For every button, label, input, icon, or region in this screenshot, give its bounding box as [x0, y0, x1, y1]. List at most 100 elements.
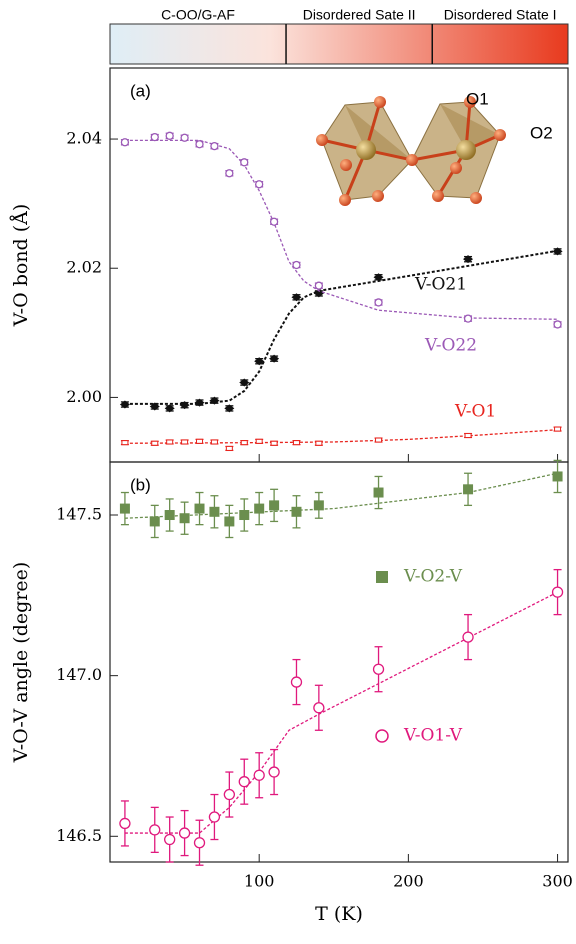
data-point: [313, 500, 324, 511]
inset-structure: O1 O2: [316, 89, 553, 206]
panel-label: (b): [130, 475, 151, 494]
data-point: [552, 471, 563, 482]
legend-label: V-O1-V: [403, 726, 463, 746]
plot-frame: [109, 461, 569, 863]
data-point: [268, 766, 280, 778]
data-point: [210, 142, 219, 151]
data-point: [315, 440, 323, 446]
data-point: [254, 503, 265, 514]
data-point: [150, 132, 159, 142]
data-point: [463, 484, 474, 495]
data-point: [291, 293, 302, 302]
data-point: [164, 404, 175, 413]
data-point: [551, 586, 564, 598]
fit-line: [124, 591, 558, 834]
data-point: [254, 357, 265, 366]
legend-marker: [376, 571, 388, 583]
data-point: [313, 702, 325, 714]
data-point: [313, 289, 324, 298]
data-point: [195, 140, 204, 149]
data-point: [314, 281, 324, 290]
octahedron-face: [440, 104, 500, 150]
data-point: [462, 631, 474, 643]
data-point: [238, 776, 250, 788]
fit-line: [124, 429, 558, 444]
data-point: [373, 487, 384, 498]
data-point: [269, 217, 279, 226]
data-point: [193, 837, 206, 849]
data-point: [149, 402, 160, 411]
data-point: [239, 510, 250, 521]
data-point: [151, 440, 159, 446]
data-point: [253, 769, 265, 781]
data-point: [180, 133, 189, 142]
data-point: [552, 247, 563, 256]
legend-label: V-O21: [414, 275, 467, 295]
data-point: [149, 824, 161, 836]
data-point: [224, 516, 235, 527]
data-point: [240, 440, 248, 446]
data-point: [164, 833, 176, 846]
data-point: [209, 506, 220, 517]
y-axis-label: V-O-V angle (degree): [10, 562, 32, 764]
data-point: [120, 138, 130, 147]
legend-label: V-O22: [424, 336, 477, 356]
data-point: [121, 440, 129, 446]
data-point: [255, 180, 264, 189]
data-point: [553, 320, 562, 329]
x-axis-label: T (K): [315, 903, 363, 925]
data-point: [165, 131, 174, 140]
data-point: [179, 401, 190, 410]
inset-label: O2: [530, 123, 553, 142]
data-point: [464, 433, 472, 439]
y-tick-label: 2.02: [66, 258, 102, 277]
data-point: [269, 354, 280, 363]
phase-bar: [109, 23, 569, 65]
legend-label: V-O1: [454, 402, 496, 422]
data-point: [166, 439, 174, 445]
fit-line: [124, 139, 558, 320]
y-tick-label: 147.0: [56, 665, 102, 684]
data-point: [119, 400, 130, 409]
data-point: [373, 273, 384, 282]
data-point: [223, 788, 235, 801]
data-point: [292, 260, 301, 270]
phase-label: C-OO/G-AF: [161, 7, 235, 23]
legend-label: V-O2-V: [403, 567, 463, 587]
data-point: [270, 440, 278, 446]
inset-label: O1: [466, 89, 489, 108]
data-point: [224, 404, 235, 413]
data-point: [375, 437, 383, 443]
data-point: [164, 510, 175, 521]
y-tick-label: 2.00: [66, 387, 102, 406]
data-point: [225, 445, 233, 451]
data-point: [239, 378, 250, 387]
x-tick-label: 300: [542, 872, 573, 891]
data-point: [554, 426, 562, 432]
data-point: [292, 440, 300, 446]
data-point: [194, 503, 205, 514]
y-tick-label: 2.04: [66, 129, 102, 148]
phase-label: Disordered Sate II: [303, 7, 416, 23]
fit-line: [124, 472, 558, 519]
y-axis-label: V-O bond (Å): [10, 204, 32, 328]
data-point: [119, 817, 131, 830]
v-atom: [356, 140, 376, 160]
v-atom: [456, 140, 476, 160]
x-tick-label: 200: [393, 872, 424, 891]
phase-label: Disordered State I: [444, 7, 557, 23]
data-point: [269, 500, 280, 511]
data-point: [178, 827, 191, 839]
o-atoms: [316, 96, 506, 206]
data-point: [119, 503, 130, 514]
data-point: [149, 516, 160, 527]
legend-marker: [375, 729, 389, 743]
data-point: [372, 663, 385, 675]
data-point: [225, 169, 234, 178]
data-point: [181, 439, 189, 445]
data-point: [240, 158, 249, 167]
octahedron-face: [345, 105, 412, 160]
data-point: [290, 676, 303, 688]
